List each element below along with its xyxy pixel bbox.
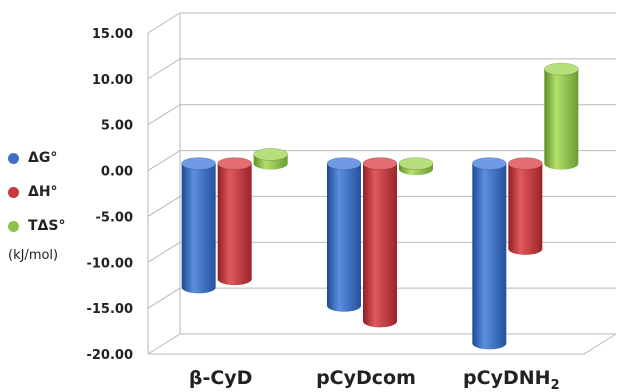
bar-ΔH°-pCyDcom xyxy=(362,157,398,328)
gridline xyxy=(147,333,616,355)
legend-item-tds: TΔS° xyxy=(8,214,78,238)
bar-body xyxy=(217,163,252,286)
bar-body xyxy=(327,163,361,312)
legend-label-tds: TΔS° xyxy=(28,218,66,234)
y-tick-label: 0.00 xyxy=(101,165,133,180)
legend-swatch-dg xyxy=(8,152,19,164)
bar-cap xyxy=(362,157,398,170)
legend-label-dg: ΔG° xyxy=(28,150,58,166)
bar-body xyxy=(181,163,216,294)
gridlines xyxy=(147,12,617,355)
bar-body xyxy=(363,163,397,328)
legend-swatch-tds xyxy=(8,220,19,232)
legend-swatch-dh xyxy=(8,186,19,198)
bar-ΔG°-pCyDNH xyxy=(472,157,507,350)
bar-TΔS°-pCyDcom xyxy=(398,157,434,176)
x-category-label: β-CyD xyxy=(189,367,253,389)
bars xyxy=(181,62,579,350)
x-axis: β-CyD pCyDcom pCyDNH2 xyxy=(189,367,560,392)
y-axis: 15.00 10.00 5.00 0.00 -5.00 -10.00 -15.00 -20.0… xyxy=(86,27,133,363)
y-tick-label: -5.00 xyxy=(96,210,133,225)
legend-label-dh: ΔH° xyxy=(28,184,58,200)
bar-cap xyxy=(472,157,507,170)
bar-ΔH°-β-CyD xyxy=(217,157,252,286)
bar-ΔG°-pCyDcom xyxy=(326,157,362,312)
y-tick-label: -10.00 xyxy=(86,256,133,271)
bar-cap xyxy=(326,157,362,170)
bar-cap xyxy=(253,148,288,161)
bar-cap xyxy=(217,157,252,170)
bar-body xyxy=(508,163,543,255)
bar-ΔH°-pCyDNH xyxy=(508,157,543,255)
bar-ΔG°-β-CyD xyxy=(181,157,216,294)
bar-cap xyxy=(181,157,216,170)
unit-label: (kJ/mol) xyxy=(8,248,59,263)
bar-cap xyxy=(508,157,543,170)
bar-TΔS°-β-CyD xyxy=(253,148,288,170)
bar-TΔS°-pCyDNH xyxy=(544,62,579,170)
bar-cap xyxy=(398,157,434,170)
legend: ΔG° ΔH° TΔS° (kJ/mol) xyxy=(8,146,78,263)
bar-cap xyxy=(544,62,579,76)
x-category-label: pCyDcom xyxy=(316,367,416,389)
bar-body xyxy=(544,69,579,170)
y-tick-label: 10.00 xyxy=(92,73,133,88)
x-category-label: pCyDNH2 xyxy=(463,367,560,392)
y-tick-label: 5.00 xyxy=(101,119,133,134)
legend-item-dh: ΔH° xyxy=(8,180,78,204)
gridline xyxy=(147,12,616,34)
floor-edge xyxy=(148,333,617,355)
legend-item-dg: ΔG° xyxy=(8,146,78,170)
y-tick-label: -15.00 xyxy=(86,302,133,317)
bar-body xyxy=(472,163,507,350)
y-tick-label: -20.00 xyxy=(86,348,133,363)
y-tick-label: 15.00 xyxy=(92,27,133,42)
